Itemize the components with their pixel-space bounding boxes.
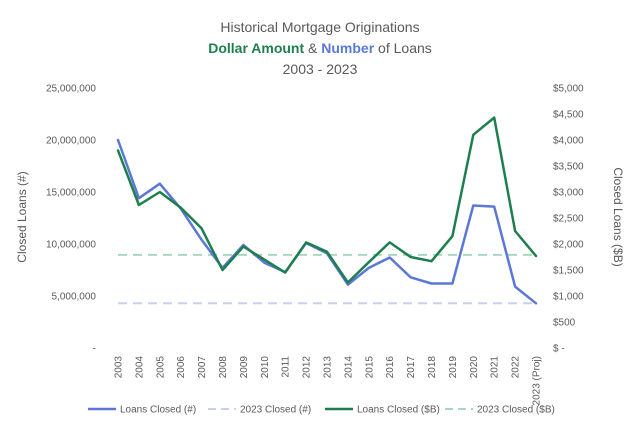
right-tick-label: $500 xyxy=(553,318,576,329)
legend-label-2023-closed: 2023 Closed (#) xyxy=(240,405,311,416)
left-tick-label: 10,000,000 xyxy=(46,240,96,251)
right-tick-label: $1,500 xyxy=(553,266,584,277)
series-line-loans-closed-b xyxy=(116,116,538,284)
left-tick-label: 25,000,000 xyxy=(46,84,96,95)
x-tick-label: 2004 xyxy=(134,356,145,379)
x-tick-label: 2003 xyxy=(114,356,125,379)
x-tick-label: 2022 xyxy=(511,356,522,379)
chart-title-line3: 2003 - 2023 xyxy=(283,61,358,77)
x-tick-label: 2006 xyxy=(176,356,187,379)
x-tick-label: 2013 xyxy=(323,356,334,379)
right-tick-label: $5,000 xyxy=(553,84,584,95)
legend-label-loans-closed-b: Loans Closed ($B) xyxy=(357,405,440,416)
legend-label-2023-closed-b: 2023 Closed ($B) xyxy=(477,405,555,416)
x-tick-label: 2016 xyxy=(385,356,396,379)
right-tick-label: $4,500 xyxy=(553,110,584,121)
x-axis-ticks: 2003 2004 2005 2006 2007 2008 2009 2010 2011 2012… xyxy=(114,356,543,406)
left-tick-label: 15,000,000 xyxy=(46,188,96,199)
x-tick-label: 2023 (Proj) xyxy=(532,356,543,405)
series-line-loans-closed xyxy=(116,138,538,305)
x-tick-label: 2009 xyxy=(239,356,250,379)
x-tick-label: 2007 xyxy=(197,356,208,379)
chart-title-of-loans: of Loans xyxy=(374,40,432,56)
right-axis-ticks: $ - $500 $1,000 $1,500 $2,000 $2,500 $3,000 $3,… xyxy=(553,84,584,355)
x-tick-label: 2021 xyxy=(490,356,501,379)
x-tick-label: 2011 xyxy=(281,356,292,378)
right-tick-label: $1,000 xyxy=(553,292,584,303)
chart-title-dollar-amount: Dollar Amount xyxy=(208,40,304,56)
x-tick-label: 2019 xyxy=(448,356,459,379)
x-tick-label: 2010 xyxy=(260,356,271,379)
x-tick-label: 2020 xyxy=(469,356,480,379)
left-tick-label: 5,000,000 xyxy=(52,292,97,303)
x-tick-label: 2008 xyxy=(218,356,229,379)
x-tick-label: 2015 xyxy=(364,356,375,379)
left-axis-ticks: - 5,000,000 10,000,000 15,000,000 20,000,000… xyxy=(46,84,96,355)
legend-label-loans-closed: Loans Closed (#) xyxy=(120,405,196,416)
left-tick-label: 20,000,000 xyxy=(46,136,96,147)
legend: Loans Closed (#) 2023 Closed (#) Loans Clo… xyxy=(88,405,555,416)
x-tick-label: 2018 xyxy=(427,356,438,379)
right-tick-label: $4,000 xyxy=(553,136,584,147)
chart-title-line1: Historical Mortgage Originations xyxy=(220,19,419,35)
x-tick-label: 2012 xyxy=(302,356,313,379)
right-tick-label: $3,000 xyxy=(553,188,584,199)
x-tick-label: 2017 xyxy=(406,356,417,379)
chart-title-line2: Dollar Amount & Number of Loans xyxy=(208,40,432,56)
right-tick-label: $3,500 xyxy=(553,162,584,173)
x-tick-label: 2005 xyxy=(155,356,166,379)
left-tick-label: - xyxy=(93,344,96,355)
chart-title-ampersand: & xyxy=(304,40,321,56)
chart-title-number: Number xyxy=(321,40,374,56)
right-tick-label: $ - xyxy=(553,344,565,355)
right-tick-label: $2,000 xyxy=(553,240,584,251)
right-axis-title: Closed Loans ($B) xyxy=(611,167,625,266)
x-tick-label: 2014 xyxy=(343,356,354,379)
right-tick-label: $2,500 xyxy=(553,214,584,225)
left-axis-title: Closed Loans (#) xyxy=(15,171,29,262)
series-lines xyxy=(116,116,538,305)
